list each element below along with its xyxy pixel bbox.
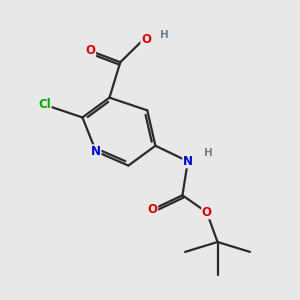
Text: H: H: [160, 30, 169, 40]
Text: O: O: [202, 206, 212, 219]
Text: N: N: [91, 145, 101, 158]
Text: H: H: [204, 148, 212, 158]
Text: O: O: [85, 44, 96, 57]
Text: N: N: [183, 155, 193, 168]
Text: Cl: Cl: [38, 98, 51, 111]
Text: O: O: [141, 33, 151, 46]
Text: O: O: [148, 203, 158, 216]
